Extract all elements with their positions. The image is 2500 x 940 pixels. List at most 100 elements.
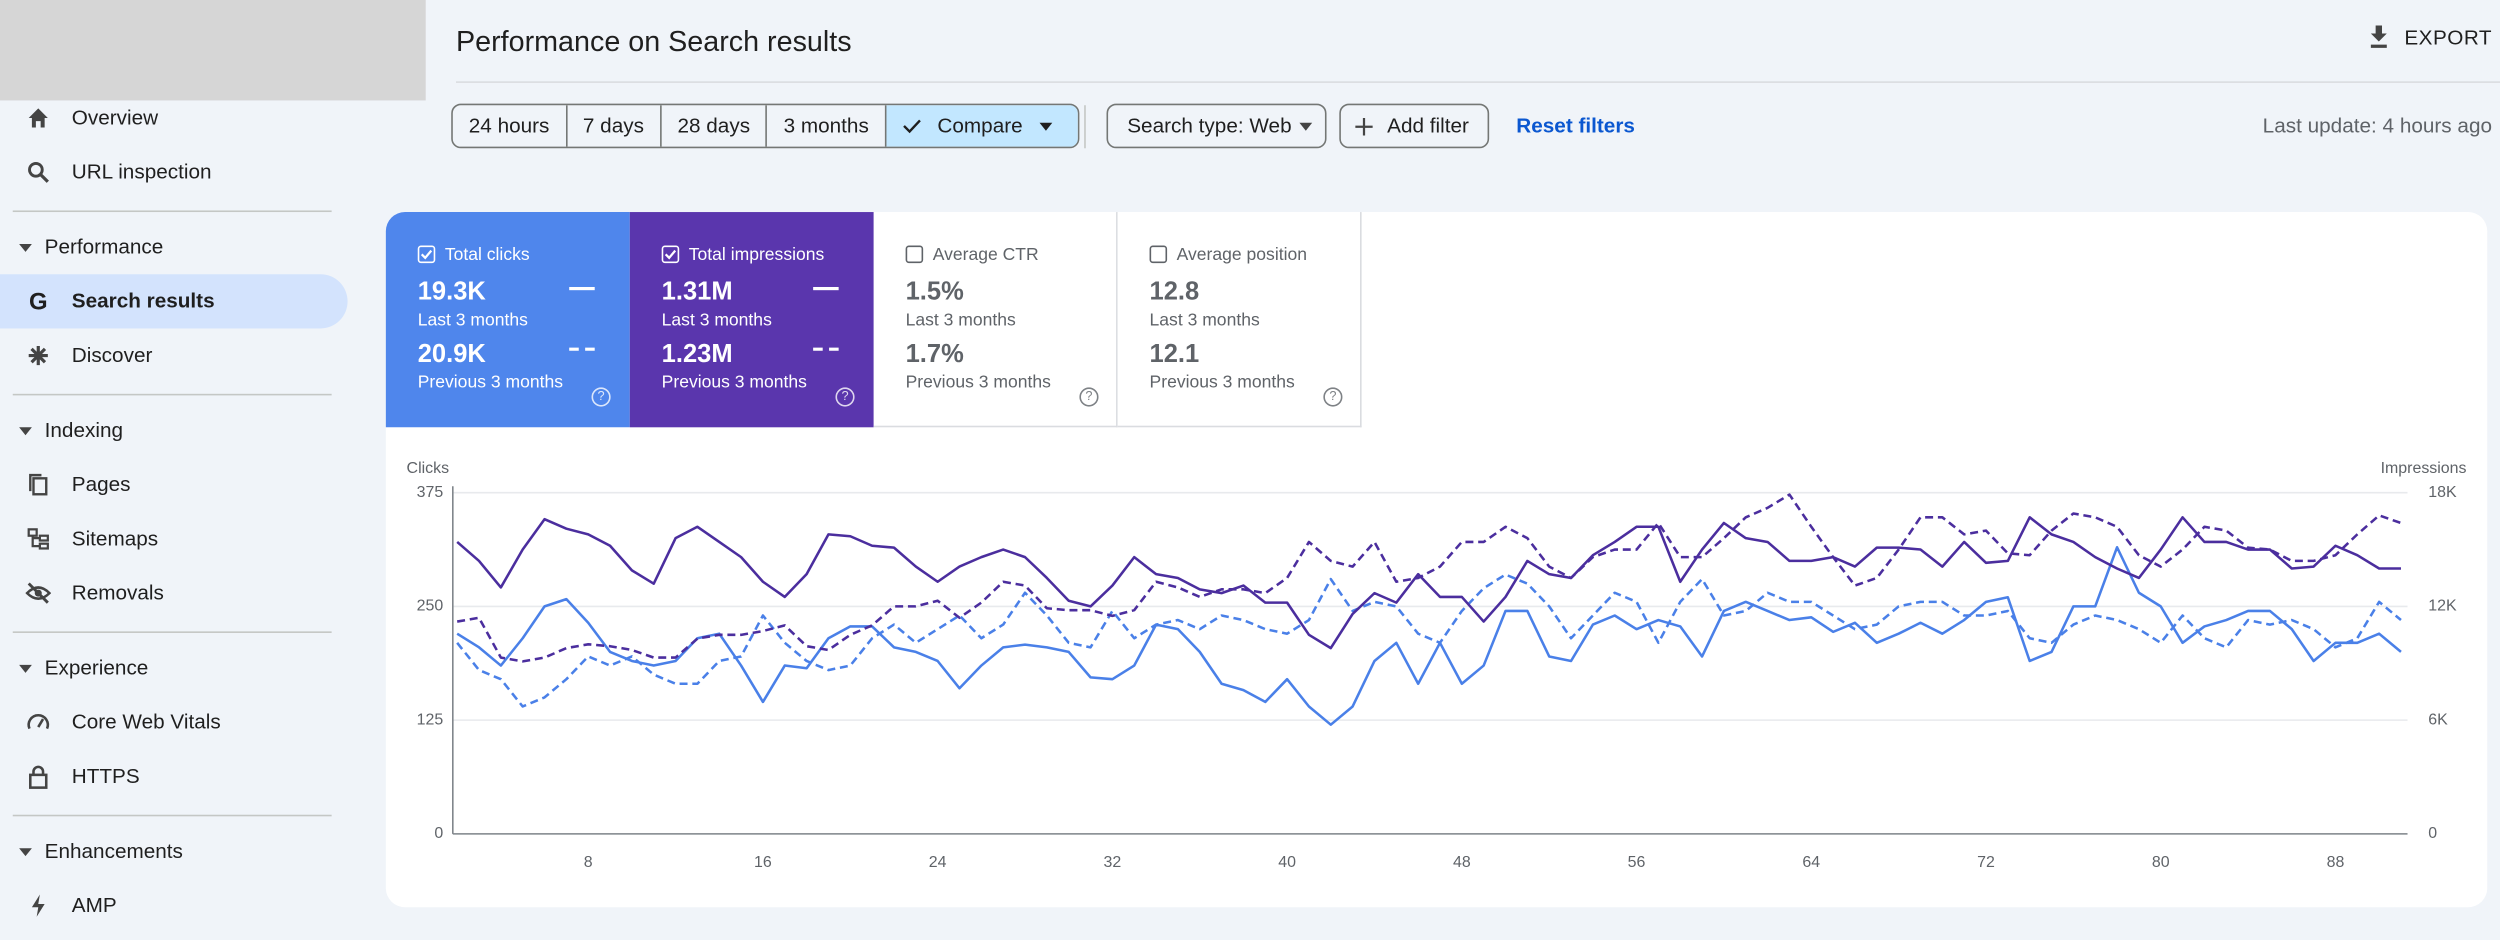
metric-value: 1.31M (661, 279, 733, 307)
compare-button[interactable]: Compare (886, 105, 1078, 147)
add-filter-label: Add filter (1387, 113, 1469, 138)
metric-label: Average CTR (932, 245, 1039, 265)
metric-period: Previous 3 months (417, 373, 563, 393)
y2-tick-label: 18K (2428, 484, 2457, 501)
metric-value: 20.9K (417, 341, 486, 369)
metric-period: Last 3 months (1149, 310, 1260, 331)
y-tick-label: 0 (434, 825, 443, 842)
caret (19, 243, 32, 252)
x-tick-label: 32 (1104, 854, 1122, 871)
nav-item[interactable]: Removals (71, 580, 164, 605)
metric-period: Previous 3 months (905, 373, 1051, 393)
x-tick-label: 24 (929, 854, 947, 871)
check-mark (420, 249, 433, 260)
dashed-line (456, 573, 2402, 708)
nav-item[interactable]: Pages (71, 471, 131, 496)
search-type-filter[interactable]: Search type: Web (1106, 103, 1327, 149)
caret (19, 848, 32, 857)
nav-item[interactable]: URL inspection (71, 159, 212, 184)
reset-filters-link[interactable]: Reset filters (1516, 113, 1635, 138)
y2-tick-label: 6K (2428, 711, 2448, 728)
dashed-line (456, 493, 2402, 663)
range-button[interactable]: 7 days (567, 105, 662, 147)
logo-area (0, 0, 426, 101)
legend-solid (813, 286, 839, 291)
legend-dashed (569, 347, 595, 351)
icon-search (28, 161, 49, 183)
metric-period: Last 3 months (661, 310, 772, 331)
x-tick-label: 64 (1802, 854, 1820, 871)
range-button[interactable]: 28 days (662, 105, 768, 147)
nav-section[interactable]: Indexing (44, 417, 124, 442)
header-divider (455, 81, 2500, 83)
nav-item[interactable]: AMP (71, 892, 117, 917)
help-glyph: ? (1085, 389, 1093, 404)
export-button[interactable]: EXPORT (2404, 25, 2493, 50)
x-tick-label: 48 (1453, 854, 1471, 871)
metric-card[interactable]: Average position 12.8 Last 3 months 12.1 Pre… (1117, 212, 1362, 428)
help-glyph: ? (841, 389, 849, 404)
x-tick-label: 88 (2327, 854, 2345, 871)
help-icon[interactable]: ? (1079, 387, 1099, 407)
nav-item[interactable]: Sitemaps (71, 526, 159, 551)
line (456, 516, 2401, 650)
metric-period: Last 3 months (905, 310, 1016, 331)
divider (12, 393, 332, 396)
caret (1299, 122, 1313, 131)
x-tick-label: 16 (754, 854, 772, 871)
checkbox[interactable] (1149, 245, 1168, 264)
nav-selected (0, 274, 348, 329)
help-glyph: ? (1329, 389, 1337, 404)
nav-section[interactable]: Enhancements (44, 838, 183, 863)
y2-axis-title: Impressions (2381, 460, 2467, 477)
y-tick-label: 125 (417, 711, 444, 728)
range-button[interactable]: 3 months (768, 105, 887, 147)
help-icon[interactable]: ? (591, 387, 611, 407)
metric-value: 1.7% (905, 341, 964, 369)
divider (12, 631, 332, 633)
help-icon[interactable]: ? (1323, 387, 1343, 407)
nav-item[interactable]: Search results (71, 288, 215, 313)
caret (19, 664, 32, 673)
nav-item[interactable]: HTTPS (71, 763, 140, 788)
metric-card[interactable]: Total clicks 19.3K Last 3 months 20.9K Previ… (385, 212, 630, 428)
divider (12, 210, 332, 213)
search-type-label: Search type: Web (1127, 113, 1292, 138)
x-tick-label: 72 (1977, 854, 1995, 871)
checkbox[interactable] (661, 245, 680, 264)
legend-dashed (813, 347, 839, 351)
metric-label: Total clicks (444, 245, 530, 265)
divider (12, 814, 332, 817)
range-button[interactable]: 24 hours (453, 105, 567, 147)
nav-item[interactable]: Overview (71, 105, 159, 130)
check-mark (664, 249, 677, 260)
caret (19, 427, 32, 436)
checkbox[interactable] (417, 245, 436, 264)
metric-card[interactable]: Average CTR 1.5% Last 3 months 1.7% Previous… (873, 212, 1118, 428)
nav-section[interactable]: Experience (44, 655, 149, 680)
y2-tick-label: 0 (2428, 825, 2437, 842)
metric-value: 1.5% (905, 279, 964, 307)
last-update: Last update: 4 hours ago (2262, 113, 2493, 138)
nav-item[interactable]: Core Web Vitals (71, 709, 221, 734)
legend-solid (569, 286, 595, 291)
x-tick-label: 56 (1628, 854, 1646, 871)
nav-section[interactable]: Performance (44, 234, 164, 259)
chart: Clicks Impressions 0 125 250 375 0 6K 12K 18K 8 16 2… (407, 460, 2467, 871)
y-tick-label: 250 (417, 598, 444, 615)
icon-discover (28, 345, 48, 366)
line (456, 545, 2402, 726)
y-axis-title: Clicks (407, 460, 450, 477)
metric-value: 19.3K (417, 279, 486, 307)
icon-gauge (27, 714, 50, 730)
metric-period: Previous 3 months (1149, 373, 1295, 393)
nav-item[interactable]: Discover (71, 342, 153, 367)
add-filter-button[interactable]: Add filter (1339, 103, 1490, 149)
checkbox[interactable] (905, 245, 924, 264)
metric-card[interactable]: Total impressions 1.31M Last 3 months 1.23M… (629, 212, 874, 428)
help-icon[interactable]: ? (835, 387, 855, 407)
y-tick-label: 375 (417, 484, 444, 501)
icon-plus (1355, 117, 1373, 136)
svg-text:G: G (29, 289, 48, 315)
help-glyph: ? (597, 389, 605, 404)
